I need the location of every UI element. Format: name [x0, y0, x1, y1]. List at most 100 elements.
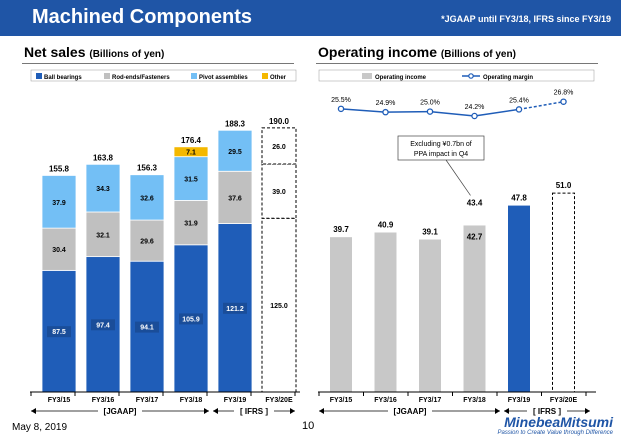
op-income-title-text: Operating income: [318, 44, 438, 60]
op-margin-label-FY3/18: 24.2%: [465, 104, 485, 111]
net-sales-total-FY3/15: 155.8: [49, 164, 70, 173]
net-sales-bar-FY3/20E-2: [261, 127, 297, 165]
op-income-annotation-line1: Excluding ¥0.7bn of: [410, 141, 472, 148]
net-sales-bar-FY3/17-1: [129, 219, 165, 262]
op-income-xtick-FY3/18: FY3/18: [463, 397, 486, 404]
net-sales-value-FY3/15-2: 37.9: [52, 200, 66, 207]
accounting-note: *JGAAP until FY3/18, IFRS since FY3/19: [441, 14, 611, 24]
op-income-jgaap-arrow-left: [319, 408, 324, 414]
legend-label-2: Pivot assemblies: [199, 75, 248, 81]
op-margin-point-FY3/15: [337, 105, 345, 113]
net-sales-value-FY3/19-0: 121.2: [226, 306, 244, 313]
net-sales-value-FY3/18-3: 7.1: [186, 150, 196, 157]
op-income-annotation-line2: PPA impact in Q4: [414, 151, 468, 158]
net-sales-value-FY3/20E-2: 26.0: [272, 144, 286, 151]
net-sales-ifrs-arrow-left: [213, 408, 218, 414]
net-sales-title: Net sales (Billions of yen): [24, 44, 164, 60]
net-sales-value-FY3/15-0: 87.5: [52, 329, 66, 336]
op-margin-segment-3: [474, 108, 520, 117]
op-income-annotation-box: [397, 135, 485, 161]
company-logo: MinebeaMitsumi Passion to Create Value t…: [497, 414, 613, 436]
legend-label-3: Other: [270, 75, 287, 81]
op-income-bar-FY3/18: [463, 225, 486, 392]
op-income-bar-FY3/16: [374, 232, 397, 392]
net-sales-bar-FY3/18-1: [173, 200, 209, 246]
op-income-ifrs-arrow-right: [585, 408, 590, 414]
logo-name: MinebeaMitsumi: [504, 414, 613, 430]
legend-swatch-0: [36, 73, 42, 79]
net-sales-xtick-FY3/17: FY3/17: [136, 397, 159, 404]
legend-label-0: Ball bearings: [44, 75, 82, 81]
op-income-extra-label: 43.4: [467, 198, 483, 207]
net-sales-xtick-FY3/15: FY3/15: [48, 397, 71, 404]
net-sales-total-FY3/18: 176.4: [181, 136, 202, 145]
net-sales-value-bg-FY3/18-0: [179, 313, 203, 325]
op-margin-point-FY3/19: [515, 106, 523, 113]
op-margin-segment-2: [429, 110, 475, 117]
op-margin-label-FY3/20E: 26.8%: [554, 90, 574, 97]
op-income-ifrs-label-bg: [527, 404, 567, 416]
op-income-annotation-pointer: [445, 159, 471, 196]
op-margin-point-FY3/17: [426, 108, 434, 115]
net-sales-bar-FY3/18-3: [173, 146, 209, 158]
op-margin-segment-4: [518, 100, 564, 111]
net-sales-value-bg-FY3/15-0: [47, 326, 71, 338]
op-income-xtick-FY3/17: FY3/17: [419, 397, 442, 404]
net-sales-total-FY3/16: 163.8: [93, 153, 114, 162]
net-sales-title-rule: [22, 63, 294, 64]
op-income-value-FY3/20E: 51.0: [556, 181, 572, 190]
net-sales-bar-FY3/19-1: [217, 170, 253, 224]
net-sales-bar-FY3/15-2: [41, 175, 77, 229]
net-sales-total-FY3/17: 156.3: [137, 164, 158, 173]
net-sales-value-FY3/16-2: 34.3: [96, 186, 110, 193]
op-margin-label-FY3/17: 25.0%: [420, 100, 440, 107]
net-sales-bar-FY3/16-2: [85, 163, 121, 213]
net-sales-value-FY3/18-1: 31.9: [184, 221, 198, 228]
net-sales-value-FY3/17-1: 29.6: [140, 239, 154, 246]
net-sales-unit: (Billions of yen): [89, 49, 165, 60]
op-margin-point-FY3/18: [471, 112, 478, 120]
net-sales-bar-FY3/19-2: [217, 129, 253, 172]
legend-label-op-income: Operating income: [375, 75, 427, 81]
footer-date: May 8, 2019: [12, 422, 68, 433]
legend-swatch-2: [191, 73, 197, 79]
op-income-value-FY3/15: 39.7: [333, 225, 349, 234]
net-sales-ifrs-label-bg: [234, 404, 274, 416]
page-number: 10: [302, 420, 315, 432]
op-margin-label-FY3/15: 25.5%: [331, 97, 351, 104]
op-margin-segment-1: [385, 110, 431, 113]
net-sales-value-bg-FY3/19-0: [223, 302, 247, 314]
net-sales-value-FY3/17-0: 94.1: [140, 325, 154, 332]
op-income-ifrs-label: [ IFRS ]: [533, 407, 561, 416]
net-sales-bar-FY3/16-1: [85, 211, 121, 258]
op-income-bar-FY3/20E: [552, 192, 575, 393]
net-sales-ifrs-arrow-right: [290, 408, 295, 414]
op-income-legend-box: [318, 69, 595, 82]
op-income-title-rule: [316, 63, 598, 64]
legend-swatch-op-income: [362, 73, 372, 79]
net-sales-xtick-FY3/19: FY3/19: [224, 397, 247, 404]
net-sales-title-text: Net sales: [24, 44, 86, 60]
op-margin-label-FY3/19: 25.4%: [509, 97, 529, 104]
op-income-xtick-FY3/19: FY3/19: [508, 397, 531, 404]
net-sales-value-FY3/19-1: 37.6: [228, 195, 242, 202]
net-sales-value-FY3/17-2: 32.6: [140, 195, 154, 202]
op-income-value-FY3/18: 42.7: [467, 232, 483, 241]
net-sales-jgaap-arrow-left: [31, 408, 36, 414]
op-income-jgaap-label: [JGAAP]: [394, 407, 427, 416]
op-margin-label-FY3/16: 24.9%: [376, 100, 396, 107]
net-sales-value-bg-FY3/17-0: [135, 321, 159, 333]
net-sales-jgaap-arrow-right: [204, 408, 209, 414]
op-income-jgaap-arrow-right: [495, 408, 500, 414]
net-sales-value-FY3/19-2: 29.5: [228, 149, 242, 156]
net-sales-legend-box: [30, 69, 297, 82]
title-banner: Machined Components *JGAAP until FY3/18,…: [0, 0, 621, 36]
net-sales-bar-FY3/20E-0: [261, 217, 297, 393]
net-sales-ifrs-label: [ IFRS ]: [240, 407, 268, 416]
net-sales-value-FY3/20E-1: 39.0: [272, 189, 286, 196]
net-sales-xtick-FY3/16: FY3/16: [92, 397, 115, 404]
net-sales-xtick-FY3/20E: FY3/20E: [265, 397, 293, 404]
net-sales-total-FY3/19: 188.3: [225, 119, 246, 128]
net-sales-value-FY3/16-1: 32.1: [96, 232, 110, 239]
